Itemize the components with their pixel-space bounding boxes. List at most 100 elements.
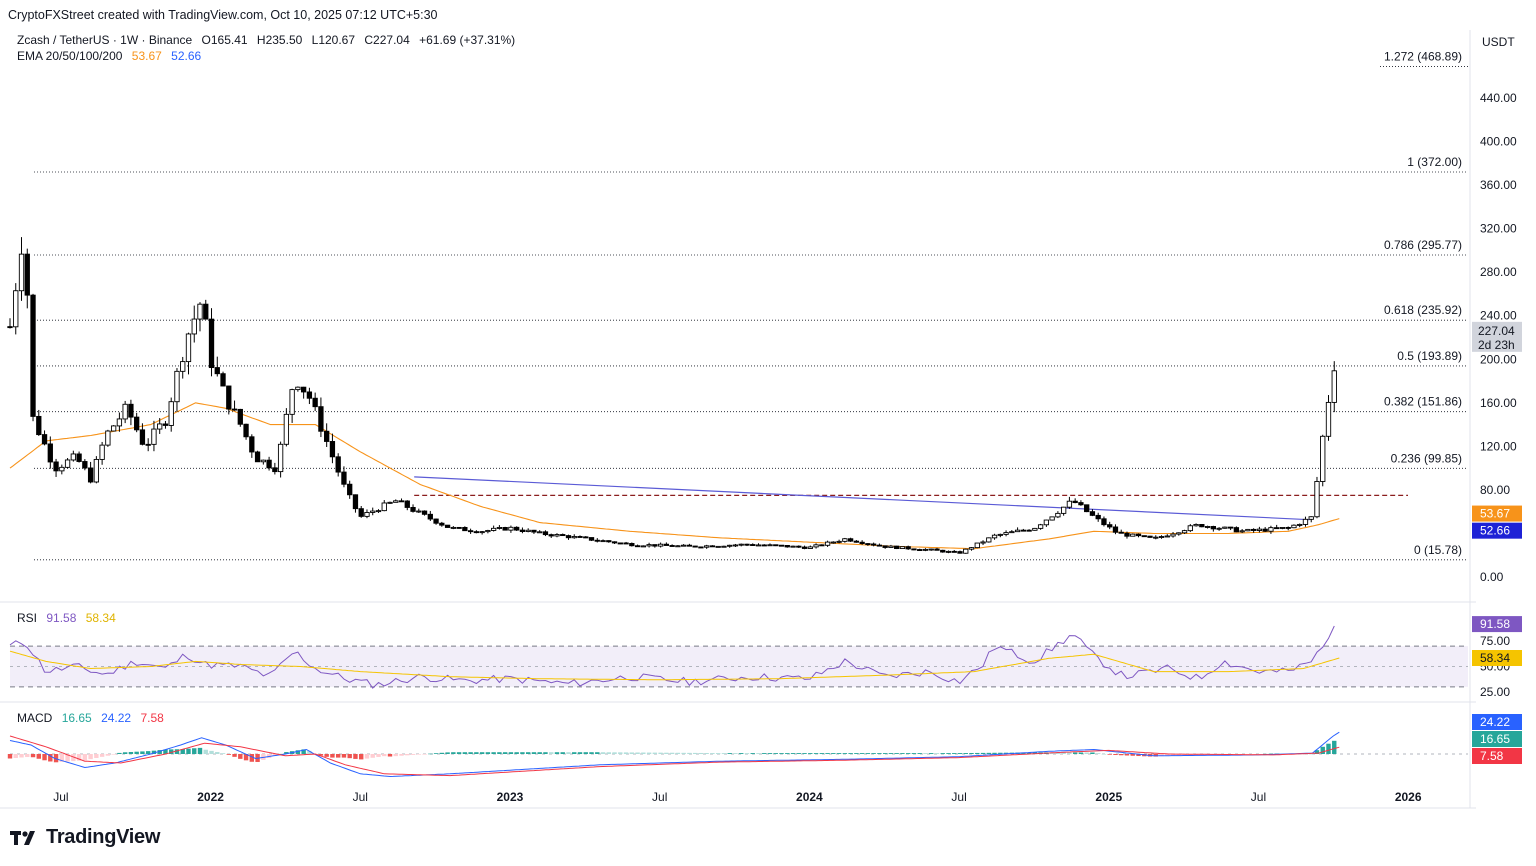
candle[interactable] bbox=[1199, 524, 1205, 528]
candle[interactable] bbox=[318, 397, 324, 438]
candle[interactable] bbox=[128, 399, 134, 426]
candle[interactable] bbox=[1325, 395, 1332, 441]
candle[interactable] bbox=[208, 308, 215, 377]
candle[interactable] bbox=[1037, 523, 1044, 530]
candle[interactable] bbox=[1308, 516, 1314, 523]
candle[interactable] bbox=[1141, 535, 1147, 538]
candle[interactable] bbox=[444, 524, 451, 528]
candle[interactable] bbox=[1170, 531, 1176, 538]
candle[interactable] bbox=[162, 420, 169, 429]
candle[interactable] bbox=[24, 248, 30, 309]
candle[interactable] bbox=[508, 525, 514, 533]
candle[interactable] bbox=[548, 533, 554, 538]
candle[interactable] bbox=[525, 528, 531, 533]
candle[interactable] bbox=[1274, 524, 1280, 530]
candle[interactable] bbox=[617, 542, 623, 545]
candle[interactable] bbox=[1124, 531, 1130, 539]
candle[interactable] bbox=[865, 543, 871, 546]
candle[interactable] bbox=[410, 504, 416, 513]
candle[interactable] bbox=[249, 434, 255, 458]
candle[interactable] bbox=[295, 386, 301, 392]
candle[interactable] bbox=[571, 534, 577, 539]
candle[interactable] bbox=[986, 537, 992, 543]
candle[interactable] bbox=[894, 545, 900, 550]
candle[interactable] bbox=[1204, 525, 1211, 529]
candle[interactable] bbox=[1193, 523, 1199, 527]
candle[interactable] bbox=[801, 545, 808, 550]
candle[interactable] bbox=[59, 464, 65, 475]
candle[interactable] bbox=[1233, 526, 1240, 533]
candle[interactable] bbox=[1268, 525, 1274, 534]
candle[interactable] bbox=[721, 545, 727, 548]
candle[interactable] bbox=[657, 542, 664, 548]
candle[interactable] bbox=[778, 544, 785, 547]
candle[interactable] bbox=[594, 538, 600, 543]
candle[interactable] bbox=[70, 450, 76, 462]
candle[interactable] bbox=[704, 544, 710, 549]
candle[interactable] bbox=[652, 544, 658, 548]
candle[interactable] bbox=[134, 412, 140, 433]
candle[interactable] bbox=[1216, 527, 1222, 531]
candle[interactable] bbox=[1256, 526, 1263, 533]
candle[interactable] bbox=[82, 459, 88, 471]
candle[interactable] bbox=[306, 387, 313, 405]
candle[interactable] bbox=[882, 545, 888, 549]
candle[interactable] bbox=[859, 540, 865, 545]
candle[interactable] bbox=[606, 540, 612, 543]
candle[interactable] bbox=[732, 543, 739, 547]
currency-label[interactable]: USDT bbox=[1482, 35, 1515, 49]
candle[interactable] bbox=[698, 546, 704, 549]
candle[interactable] bbox=[226, 385, 232, 415]
candle[interactable] bbox=[1147, 535, 1153, 538]
candle[interactable] bbox=[381, 500, 387, 512]
candle[interactable] bbox=[1227, 526, 1234, 531]
candle[interactable] bbox=[1262, 527, 1268, 532]
candle[interactable] bbox=[180, 356, 186, 379]
candle[interactable] bbox=[565, 534, 572, 540]
candle[interactable] bbox=[744, 543, 750, 547]
candles[interactable] bbox=[7, 237, 1337, 554]
candle[interactable] bbox=[1250, 528, 1257, 533]
candle[interactable] bbox=[773, 544, 779, 547]
candle[interactable] bbox=[122, 400, 128, 424]
candle[interactable] bbox=[980, 540, 986, 546]
candle[interactable] bbox=[174, 368, 180, 412]
candle[interactable] bbox=[611, 541, 618, 545]
candle[interactable] bbox=[836, 539, 842, 544]
candle[interactable] bbox=[727, 544, 733, 548]
candle[interactable] bbox=[157, 418, 163, 434]
candle[interactable] bbox=[991, 533, 998, 540]
candle[interactable] bbox=[1239, 529, 1245, 534]
candle[interactable] bbox=[968, 547, 975, 551]
candle[interactable] bbox=[1164, 534, 1170, 538]
candle[interactable] bbox=[433, 518, 439, 525]
candle[interactable] bbox=[1066, 496, 1073, 509]
candle[interactable] bbox=[13, 283, 19, 335]
candle[interactable] bbox=[663, 542, 670, 546]
time-axis[interactable]: Jul 2022 Jul 2023 Jul 2024 Jul 2025 Jul 2026 bbox=[53, 790, 1422, 804]
candle[interactable] bbox=[116, 412, 123, 432]
candle[interactable] bbox=[888, 544, 894, 548]
candle[interactable] bbox=[997, 533, 1003, 538]
candle[interactable] bbox=[502, 526, 508, 531]
candle[interactable] bbox=[1089, 509, 1096, 517]
candle[interactable] bbox=[646, 542, 652, 548]
candle[interactable] bbox=[324, 423, 330, 447]
candle[interactable] bbox=[1210, 525, 1216, 532]
candle[interactable] bbox=[554, 533, 560, 538]
candle[interactable] bbox=[853, 540, 860, 543]
candle[interactable] bbox=[537, 530, 543, 534]
candle[interactable] bbox=[1302, 516, 1309, 527]
candle[interactable] bbox=[1084, 504, 1090, 513]
candle[interactable] bbox=[93, 456, 100, 484]
candle[interactable] bbox=[110, 425, 117, 432]
candle[interactable] bbox=[1060, 506, 1067, 516]
candle[interactable] bbox=[1118, 529, 1124, 534]
candle[interactable] bbox=[583, 536, 589, 539]
candle[interactable] bbox=[1314, 476, 1320, 519]
candle[interactable] bbox=[870, 542, 877, 547]
candle[interactable] bbox=[974, 542, 980, 549]
candle[interactable] bbox=[7, 318, 13, 329]
candle[interactable] bbox=[934, 547, 940, 551]
